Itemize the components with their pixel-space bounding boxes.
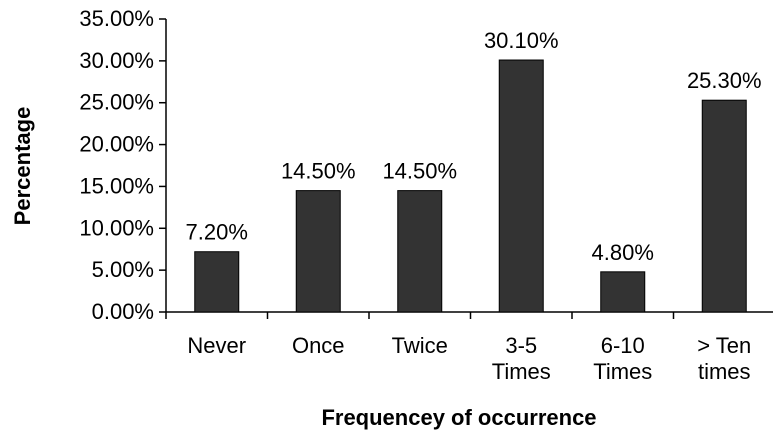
bar: [295, 190, 341, 313]
y-tick-label: 5.00%: [92, 257, 154, 282]
bar: [498, 59, 544, 313]
y-tick-label: 30.00%: [79, 48, 154, 73]
data-label: 25.30%: [687, 68, 762, 93]
data-label: 30.10%: [484, 28, 559, 53]
x-category-label: 3-5: [505, 333, 537, 358]
x-axis-title: Frequencey of occurrence: [321, 405, 596, 430]
data-label: 14.50%: [382, 159, 457, 184]
bar: [701, 99, 747, 313]
y-tick-label: 10.00%: [79, 215, 154, 240]
x-category-label: > Ten: [697, 333, 751, 358]
x-category-label: Once: [292, 333, 345, 358]
y-tick-label: 0.00%: [92, 299, 154, 324]
bar: [397, 190, 443, 313]
x-category-label: times: [698, 359, 751, 384]
y-axis-title: Percentage: [10, 107, 35, 226]
data-label: 7.20%: [186, 220, 248, 245]
data-label: 14.50%: [281, 159, 356, 184]
plot-area: 0.00% 5.00% 10.00% 15.00% 20.00% 25.00% 30.00%…: [79, 6, 773, 384]
x-category-label: Times: [492, 359, 551, 384]
bar: [194, 251, 240, 313]
data-label: 4.80%: [592, 240, 654, 265]
y-tick-label: 25.00%: [79, 90, 154, 115]
x-category-label: Times: [593, 359, 652, 384]
y-tick-label: 15.00%: [79, 173, 154, 198]
y-tick-label: 20.00%: [79, 132, 154, 157]
x-category-label: 6-10: [601, 333, 645, 358]
y-tick-label: 35.00%: [79, 6, 154, 31]
x-category-label: Never: [187, 333, 246, 358]
x-category-label: Twice: [392, 333, 448, 358]
bar: [600, 271, 646, 313]
